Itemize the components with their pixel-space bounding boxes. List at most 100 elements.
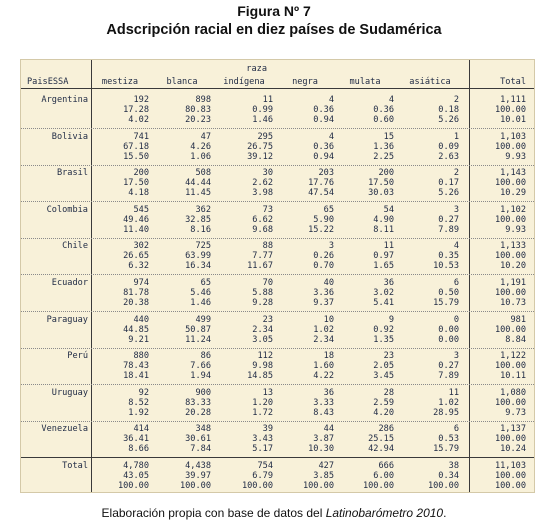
cell-row-percent: 83.33 xyxy=(185,398,211,409)
cell-column-percent: 5.17 xyxy=(252,444,273,455)
cell-frequency: 900 xyxy=(195,388,211,398)
cell-frequency: 1,137 xyxy=(500,424,526,434)
cell-column-percent: 15.22 xyxy=(308,225,334,236)
cell-frequency: 11 xyxy=(383,241,394,251)
row-label: Paraguay xyxy=(46,315,88,325)
cell-column-percent: 8.84 xyxy=(505,335,526,346)
cell-row-percent: 78.43 xyxy=(123,361,149,372)
row-separator xyxy=(21,238,534,239)
cell-column-percent: 0.60 xyxy=(373,115,394,126)
cell-column-percent: 10.01 xyxy=(500,115,526,126)
cell-frequency: 725 xyxy=(195,241,211,251)
cell-frequency: 666 xyxy=(378,461,394,471)
cell-frequency: 1,103 xyxy=(500,132,526,142)
cell-row-percent: 0.09 xyxy=(438,142,459,153)
cell-frequency: 192 xyxy=(133,95,149,105)
cell-column-percent: 9.73 xyxy=(505,408,526,419)
cell-column-percent: 1.92 xyxy=(128,408,149,419)
cell-frequency: 23 xyxy=(262,315,273,325)
group-header: raza xyxy=(246,64,267,74)
cell-column-percent: 8.11 xyxy=(373,225,394,236)
column-header: mestiza xyxy=(101,77,139,87)
cell-frequency: 38 xyxy=(448,461,459,471)
cell-frequency: 112 xyxy=(257,351,273,361)
cell-frequency: 23 xyxy=(383,351,394,361)
cell-column-percent: 100.00 xyxy=(241,481,273,492)
cell-frequency: 414 xyxy=(133,424,149,434)
cell-frequency: 88 xyxy=(262,241,273,251)
row-header: PaisESSA xyxy=(27,77,69,87)
cell-frequency: 3 xyxy=(328,241,334,251)
cell-row-percent: 0.53 xyxy=(438,434,459,445)
cell-row-percent: 6.62 xyxy=(252,215,273,226)
cell-column-percent: 0.70 xyxy=(313,261,334,272)
total-divider xyxy=(469,60,470,492)
caption-source: Latinobarómetro 2010 xyxy=(325,506,444,520)
cell-frequency: 86 xyxy=(200,351,211,361)
cell-column-percent: 100.00 xyxy=(302,481,334,492)
cell-row-percent: 7.77 xyxy=(252,251,273,262)
cell-row-percent: 26.75 xyxy=(247,142,273,153)
cell-column-percent: 7.89 xyxy=(438,225,459,236)
header-rule xyxy=(21,88,534,89)
cell-row-percent: 1.02 xyxy=(438,398,459,409)
cell-column-percent: 10.53 xyxy=(433,261,459,272)
row-label: Ecuador xyxy=(51,278,88,288)
cell-column-percent: 28.95 xyxy=(433,408,459,419)
cell-column-percent: 5.26 xyxy=(438,115,459,126)
cell-column-percent: 18.41 xyxy=(123,371,149,382)
figure-title: Figura Nº 7 xyxy=(237,3,311,19)
row-label: Venezuela xyxy=(41,424,88,434)
cell-row-percent: 100.00 xyxy=(494,251,526,262)
cell-row-percent: 63.99 xyxy=(185,251,211,262)
cell-column-percent: 100.00 xyxy=(179,481,211,492)
cell-frequency: 508 xyxy=(195,168,211,178)
row-label: Argentina xyxy=(41,95,88,105)
cell-column-percent: 100.00 xyxy=(362,481,394,492)
cell-column-percent: 11.67 xyxy=(247,261,273,272)
column-header: Total xyxy=(500,77,526,87)
cell-column-percent: 100.00 xyxy=(494,481,526,492)
cell-row-percent: 1.20 xyxy=(252,398,273,409)
cell-frequency: 302 xyxy=(133,241,149,251)
cell-column-percent: 3.05 xyxy=(252,335,273,346)
cell-frequency: 65 xyxy=(200,278,211,288)
cell-row-percent: 3.43 xyxy=(252,434,273,445)
cell-frequency: 200 xyxy=(378,168,394,178)
cell-column-percent: 9.68 xyxy=(252,225,273,236)
cell-column-percent: 4.02 xyxy=(128,115,149,126)
cell-row-percent: 5.46 xyxy=(190,288,211,299)
cell-frequency: 286 xyxy=(378,424,394,434)
cell-row-percent: 1.02 xyxy=(313,325,334,336)
row-separator xyxy=(21,384,534,385)
cell-frequency: 4 xyxy=(328,132,334,142)
cell-frequency: 13 xyxy=(262,388,273,398)
cell-row-percent: 80.83 xyxy=(185,105,211,116)
figure-subtitle: Adscripción racial en diez países de Sud… xyxy=(106,22,442,38)
cell-column-percent: 11.40 xyxy=(123,225,149,236)
figure-caption: Elaboración propia con base de datos del… xyxy=(0,506,548,521)
cell-frequency: 3 xyxy=(453,351,459,361)
cell-row-percent: 4.26 xyxy=(190,142,211,153)
cell-column-percent: 9.37 xyxy=(313,298,334,309)
cell-frequency: 39 xyxy=(262,424,273,434)
cell-frequency: 9 xyxy=(388,315,394,325)
cell-column-percent: 9.93 xyxy=(505,225,526,236)
cell-column-percent: 1.35 xyxy=(373,335,394,346)
column-header: indígena xyxy=(223,77,265,87)
cell-frequency: 499 xyxy=(195,315,211,325)
cell-frequency: 1,111 xyxy=(500,95,526,105)
cell-row-percent: 100.00 xyxy=(494,105,526,116)
cell-frequency: 11 xyxy=(262,95,273,105)
cell-column-percent: 15.50 xyxy=(123,152,149,163)
cell-column-percent: 10.30 xyxy=(308,444,334,455)
cell-row-percent: 0.00 xyxy=(438,325,459,336)
cell-row-percent: 0.36 xyxy=(373,105,394,116)
cell-row-percent: 81.78 xyxy=(123,288,149,299)
cell-frequency: 70 xyxy=(262,278,273,288)
cell-row-percent: 100.00 xyxy=(494,325,526,336)
cell-frequency: 880 xyxy=(133,351,149,361)
cell-row-percent: 100.00 xyxy=(494,471,526,482)
cell-row-percent: 100.00 xyxy=(494,178,526,189)
cell-column-percent: 0.94 xyxy=(313,115,334,126)
